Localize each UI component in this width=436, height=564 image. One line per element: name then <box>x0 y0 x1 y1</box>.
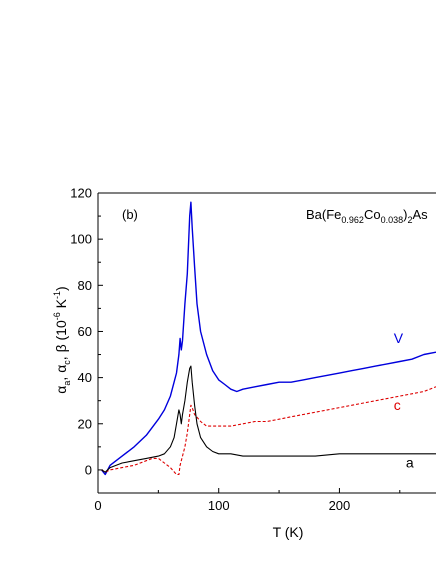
series-line-v <box>101 201 436 476</box>
y-tick-label: 100 <box>70 232 92 247</box>
axes-group: 0 20 40 60 80 100 120 0 100 200 <box>70 186 436 513</box>
x-axis-title: T (K) <box>273 524 304 540</box>
series-label-c: c <box>394 397 401 413</box>
panel-label: (b) <box>122 207 138 222</box>
compound-label: Ba(Fe0.962Co0.038)2As <box>306 207 428 225</box>
y-axis-title: αa, αc, β (10-6 K-1) <box>52 286 72 393</box>
x-tick-label: 0 <box>94 498 101 513</box>
series-line-a <box>101 365 436 473</box>
series-label-v: V <box>394 330 404 346</box>
y-tick-label: 0 <box>85 462 92 477</box>
series-label-a: a <box>406 455 414 471</box>
x-tick-label: 200 <box>329 498 351 513</box>
annotations-group: (b) Ba(Fe0.962Co0.038)2As T (K) αa, αc, … <box>52 207 428 540</box>
y-tick-label: 60 <box>78 324 92 339</box>
series-group <box>101 201 436 476</box>
series-line-c <box>101 386 436 476</box>
x-tick-label: 100 <box>208 498 230 513</box>
y-tick-label: 40 <box>78 370 92 385</box>
y-tick-label: 20 <box>78 416 92 431</box>
y-tick-label: 120 <box>70 186 92 201</box>
y-tick-label: 80 <box>78 278 92 293</box>
